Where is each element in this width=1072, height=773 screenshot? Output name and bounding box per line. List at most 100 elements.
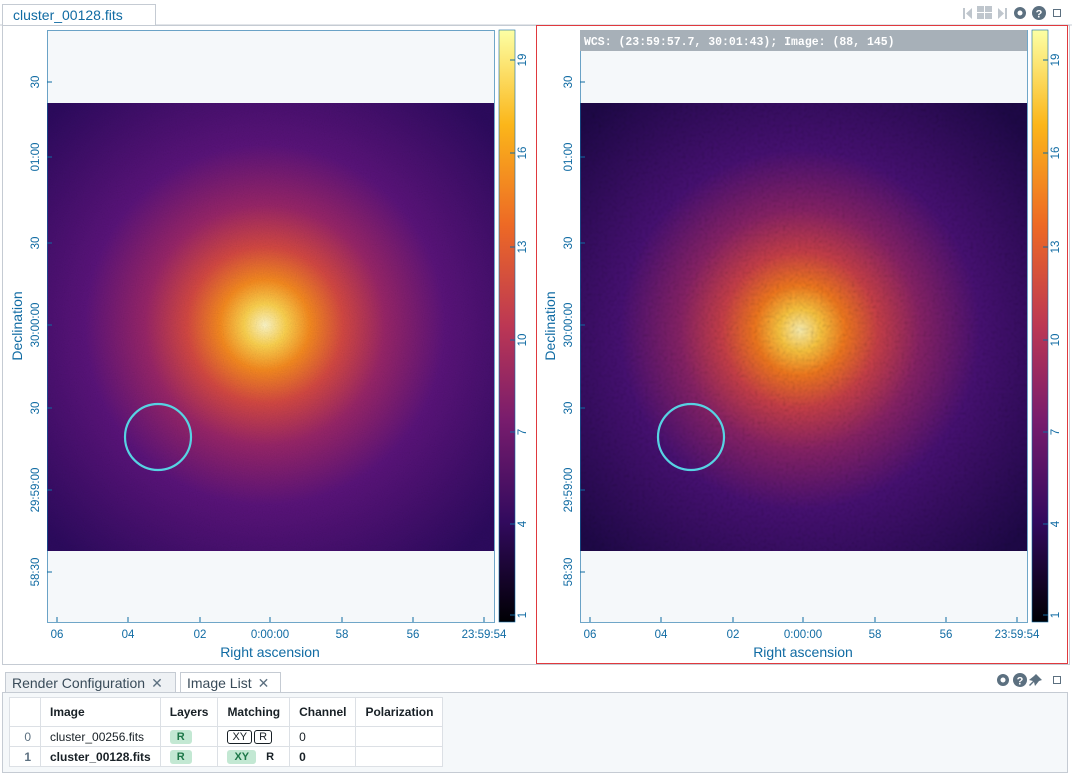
x-tick-label: 23:59:54 [462, 629, 507, 641]
svg-text:?: ? [1017, 676, 1024, 688]
x-tick-label: 02 [727, 629, 740, 641]
colorbar-tick-label: 13 [517, 241, 529, 254]
colorbar-tick-label: 19 [517, 54, 529, 67]
x-tick-label: 06 [51, 629, 64, 641]
region-circle [656, 402, 726, 472]
colorbar-tick-label: 10 [1050, 334, 1062, 347]
x-axis-label: Right ascension [220, 644, 320, 660]
colorbar [1031, 29, 1049, 623]
y-tick-label: 58:30 [563, 558, 575, 587]
colorbar-tick-label: 4 [1050, 520, 1062, 527]
image-cell: cluster_00256.fits [40, 726, 161, 747]
header-cell [9, 697, 41, 727]
colorbar-tick-label: 4 [517, 520, 529, 527]
x-axis-label: Right ascension [753, 644, 853, 660]
image-panel: 30 01:00 30 30:00:00 30 29:59:00 58:30 06 04 02 0:… [536, 25, 1068, 664]
tab-label[interactable]: Image List [187, 675, 252, 691]
colorbar-tick-label: 7 [1050, 429, 1062, 435]
header-cell: Layers [159, 697, 219, 727]
image-noise [47, 103, 494, 551]
y-tick-label: 30:00:00 [30, 303, 42, 348]
colorbar-tick-label: 13 [1050, 241, 1062, 254]
y-tick-label: 30 [30, 402, 42, 415]
layer-badge[interactable]: R [169, 750, 192, 764]
x-tick-label: 04 [655, 629, 668, 641]
x-tick-label: 04 [122, 629, 135, 641]
matching-tag[interactable]: XY [227, 730, 253, 744]
x-tick-label: 0:00:00 [251, 629, 289, 641]
x-tick-label: 58 [869, 629, 882, 641]
y-tick-label: 30 [563, 237, 575, 250]
y-axis-label: Declination [542, 291, 558, 360]
layers-cell: R [159, 746, 219, 767]
tab-label[interactable]: Render Configuration [12, 675, 146, 691]
y-tick-label: 01:00 [563, 143, 575, 172]
cursor-info-bar [580, 30, 1027, 51]
y-tick-label: 01:00 [30, 143, 42, 172]
matching-cell: XY R [217, 746, 291, 767]
y-tick-label: 30:00:00 [563, 303, 575, 348]
y-tick-label: 30 [563, 76, 575, 89]
matching-tag[interactable]: R [254, 730, 273, 744]
colorbar-tick-label: 16 [517, 147, 529, 160]
row-index: 1 [9, 746, 41, 767]
x-tick-label: 58 [336, 629, 349, 641]
tab-close[interactable]: ✕ [151, 675, 163, 691]
image [580, 103, 1027, 551]
y-tick-label: 29:59:00 [563, 468, 575, 513]
header-cell: Channel [289, 697, 357, 727]
x-tick-label: 02 [194, 629, 207, 641]
bottom-dock: Render Configuration ✕ Image List ✕ ? Imag… [0, 668, 1072, 773]
row-index: 0 [9, 726, 41, 747]
tab-render-config[interactable]: Render Configuration ✕ [5, 672, 176, 692]
x-tick-label: 0:00:00 [784, 629, 822, 641]
image-panel: 30 01:00 30 30:00:00 30 29:59:00 58:30 06 04 02 0:… [9, 29, 529, 660]
header-cell: Matching [217, 697, 291, 727]
svg-text:?: ? [1036, 9, 1043, 21]
channel-cell: 0 [289, 726, 357, 747]
tab-close[interactable]: ✕ [257, 675, 270, 691]
image-noise [580, 103, 1027, 551]
y-tick-label: 58:30 [30, 558, 42, 587]
plot-frame [47, 30, 495, 623]
y-tick-label: 29:59:00 [30, 468, 42, 513]
polarization-cell [355, 746, 444, 767]
colorbar-tick-label: 16 [1050, 147, 1062, 160]
x-tick-label: 06 [584, 629, 597, 641]
image-cell: cluster_00128.fits [40, 746, 161, 767]
colorbar-tick-label: 7 [517, 429, 529, 435]
tab-image-list[interactable]: Image List ✕ [180, 672, 281, 692]
header-cell: Image [40, 697, 161, 727]
header-row: Image Layers Matching Channel Polarization [9, 697, 444, 727]
image [47, 103, 494, 551]
dock-icons[interactable]: ? [990, 670, 1070, 690]
colorbar-tick-label: 1 [1050, 612, 1062, 618]
polarization-cell [355, 726, 444, 747]
x-tick-label: 56 [407, 629, 420, 641]
region-circle [123, 402, 193, 472]
layers-cell: R [159, 726, 219, 747]
image-list-panel: Image Layers Matching Channel Polarization 0… [2, 692, 1068, 773]
y-tick-label: 30 [30, 237, 42, 250]
matching-tag[interactable]: XY [227, 750, 257, 764]
layer-badge[interactable]: R [169, 730, 192, 744]
y-tick-label: 30 [563, 402, 575, 415]
toolbar-icons[interactable]: ? [963, 6, 1061, 21]
y-tick-label: 30 [30, 76, 42, 89]
channel-cell: 0 [289, 746, 357, 767]
image-list-table: Image Layers Matching Channel Polarization 0… [9, 697, 444, 767]
header-cell: Polarization [355, 697, 444, 727]
x-tick-label: 56 [940, 629, 953, 641]
active-panel-border [536, 25, 1068, 664]
matching-tag[interactable]: R [266, 751, 275, 763]
table-row[interactable]: 0 cluster_00256.fits R XY R 0 [9, 726, 444, 747]
x-tick-label: 23:59:54 [995, 629, 1040, 641]
table-row[interactable]: 1 cluster_00128.fits R XY R 0 [9, 746, 444, 767]
image-viewer: cluster_00128.fits ? 3001:003030:00:0030… [0, 4, 1072, 665]
colorbar-tick-label: 1 [517, 612, 529, 618]
colorbar [498, 29, 516, 623]
y-axis-label: Declination [9, 291, 25, 360]
matching-cell: XY R [217, 726, 291, 747]
file-tab-label[interactable]: cluster_00128.fits [13, 7, 123, 23]
